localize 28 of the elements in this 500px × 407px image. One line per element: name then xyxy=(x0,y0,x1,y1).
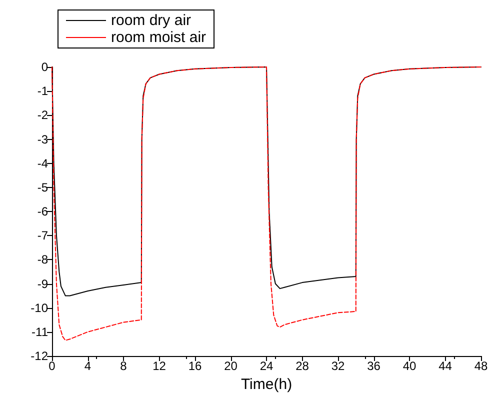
y-tick-label: -2 xyxy=(37,108,48,122)
x-tick-label: 48 xyxy=(474,359,488,373)
y-tick-label: -9 xyxy=(37,276,48,291)
y-tick-label: -3 xyxy=(37,132,48,146)
y-tick-label: -1 xyxy=(37,84,48,98)
x-tick-label: 16 xyxy=(188,359,202,373)
x-tick-label: 4 xyxy=(84,359,92,373)
x-tick-label: 32 xyxy=(331,359,345,373)
x-tick-label: 12 xyxy=(152,359,166,373)
y-tick-label: -12 xyxy=(30,349,48,363)
y-tick-label: -7 xyxy=(37,228,48,243)
y-tick-label: -5 xyxy=(37,180,48,194)
x-tick-label: 40 xyxy=(402,359,416,373)
x-axis-title: Time(h) xyxy=(240,376,292,393)
y-tick-label: -11 xyxy=(32,324,48,339)
y-tick-label: -4 xyxy=(37,156,48,170)
x-tick-label: 8 xyxy=(120,359,128,373)
x-tick-label: 36 xyxy=(367,359,381,373)
y-tick-label: 0 xyxy=(41,60,48,74)
x-tick-label: 24 xyxy=(260,359,274,373)
y-tick-label: -6 xyxy=(37,204,48,218)
x-tick-label: 44 xyxy=(438,359,452,373)
legend-label: room moist air xyxy=(111,29,206,46)
x-tick-label: 28 xyxy=(296,359,310,373)
x-tick-label: 20 xyxy=(224,359,238,373)
legend-label: room dry air xyxy=(111,12,192,29)
y-tick-label: -8 xyxy=(37,252,48,267)
y-tick-label: -10 xyxy=(30,300,48,315)
